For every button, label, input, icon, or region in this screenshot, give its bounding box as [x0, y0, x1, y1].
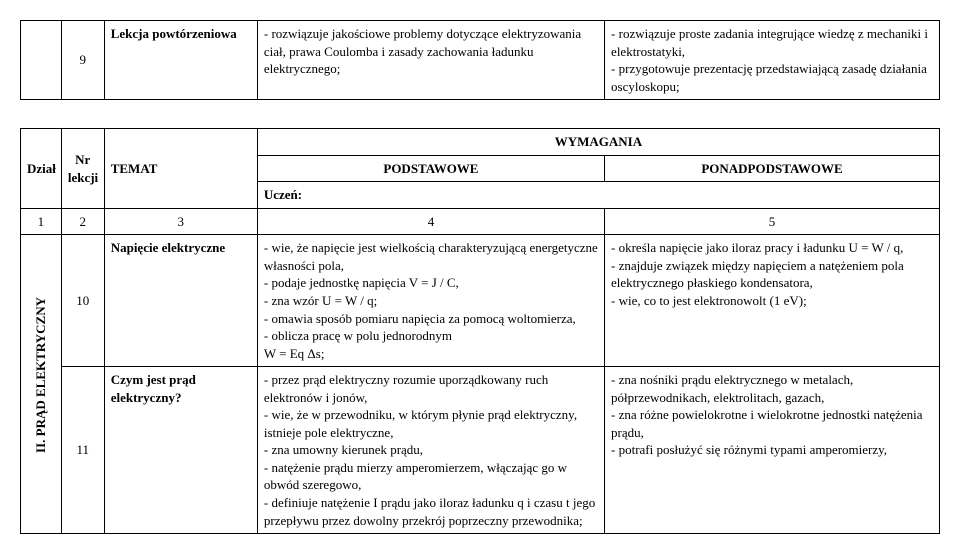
cell-blank	[21, 21, 62, 100]
header-wymagania: WYMAGANIA	[257, 129, 939, 156]
cell-nr: 11	[61, 367, 104, 534]
table-1: 9 Lekcja powtórzeniowa - rozwiązuje jako…	[20, 20, 940, 100]
section-label: II. PRĄD ELEKTRYCZNY	[32, 297, 50, 453]
num-3: 3	[104, 208, 257, 235]
temat-text: Czym jest prąd elektryczny?	[111, 372, 196, 405]
cell-podstawowe: - rozwiązuje jakościowe problemy dotyczą…	[257, 21, 604, 100]
num-1: 1	[21, 208, 62, 235]
num-5: 5	[605, 208, 940, 235]
header-dzial: Dział	[21, 129, 62, 209]
cell-podstawowe: - przez prąd elektryczny rozumie uporząd…	[257, 367, 604, 534]
number-row: 1 2 3 4 5	[21, 208, 940, 235]
header-row-1: Dział Nr lekcji TEMAT WYMAGANIA	[21, 129, 940, 156]
cell-nr: 10	[61, 235, 104, 367]
cell-temat: Lekcja powtórzeniowa	[104, 21, 257, 100]
cell-temat: Napięcie elektryczne	[104, 235, 257, 367]
header-podstawowe: PODSTAWOWE	[257, 155, 604, 182]
temat-text: Napięcie elektryczne	[111, 240, 225, 255]
section-cell: II. PRĄD ELEKTRYCZNY	[21, 235, 62, 534]
cell-ponad: - określa napięcie jako iloraz pracy i ł…	[605, 235, 940, 367]
cell-ponad: - zna nośniki prądu elektrycznego w meta…	[605, 367, 940, 534]
num-2: 2	[61, 208, 104, 235]
table-row: II. PRĄD ELEKTRYCZNY 10 Napięcie elektry…	[21, 235, 940, 367]
header-temat: TEMAT	[104, 129, 257, 209]
cell-ponad: - rozwiązuje proste zadania integrujące …	[605, 21, 940, 100]
header-ponad: PONADPODSTAWOWE	[605, 155, 940, 182]
cell-podstawowe: - wie, że napięcie jest wielkością chara…	[257, 235, 604, 367]
header-nr: Nr lekcji	[61, 129, 104, 209]
cell-temat: Czym jest prąd elektryczny?	[104, 367, 257, 534]
table-row: 11 Czym jest prąd elektryczny? - przez p…	[21, 367, 940, 534]
header-uczen: Uczeń:	[257, 182, 939, 209]
temat-text: Lekcja powtórzeniowa	[111, 26, 237, 41]
cell-nr: 9	[61, 21, 104, 100]
table-row: 9 Lekcja powtórzeniowa - rozwiązuje jako…	[21, 21, 940, 100]
num-4: 4	[257, 208, 604, 235]
table-2: Dział Nr lekcji TEMAT WYMAGANIA PODSTAWO…	[20, 128, 940, 534]
